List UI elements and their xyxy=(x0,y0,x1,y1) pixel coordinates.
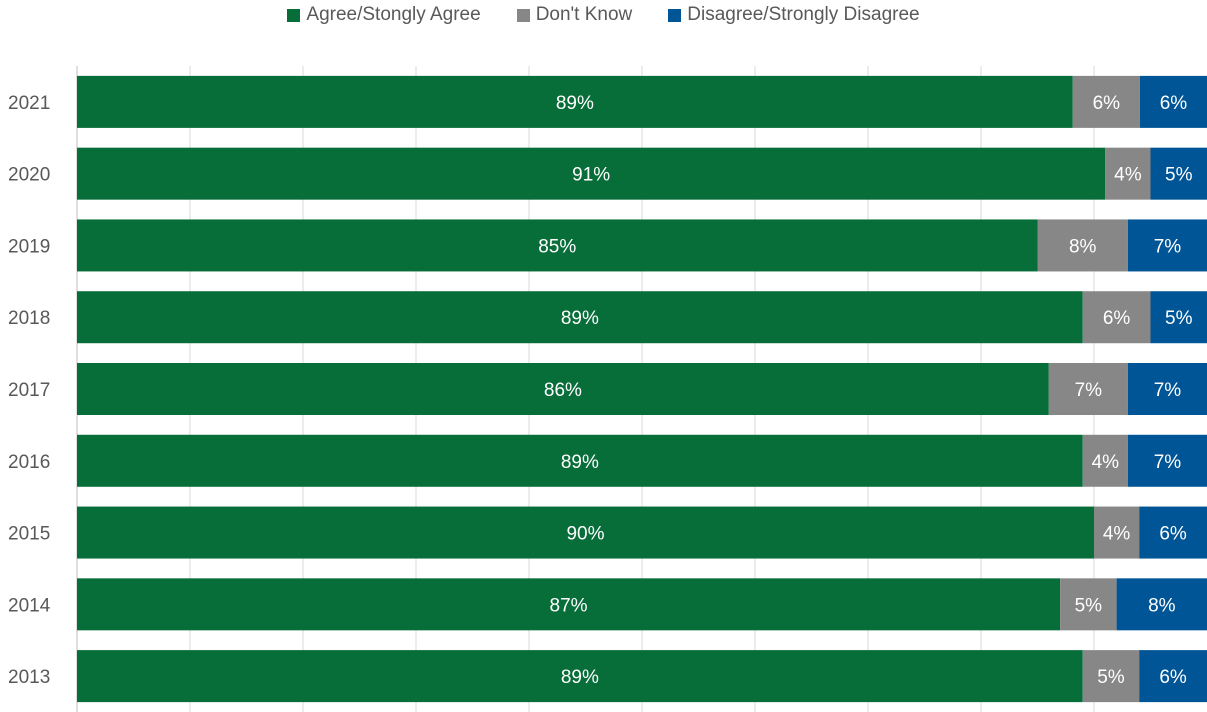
data-label: 7% xyxy=(1075,380,1103,401)
bar-segment xyxy=(77,434,1083,487)
bar-segment xyxy=(1127,363,1207,415)
data-label: 6% xyxy=(1093,93,1121,114)
category-label: 2016 xyxy=(8,452,50,473)
data-label: 89% xyxy=(561,452,599,473)
data-label: 86% xyxy=(544,380,582,401)
legend-swatch-dont-know xyxy=(516,8,530,22)
category-label: 2014 xyxy=(8,595,51,616)
bar-segment xyxy=(1048,363,1128,415)
data-label: 91% xyxy=(572,165,610,186)
bar-segment xyxy=(1037,219,1128,272)
category-label: 2017 xyxy=(8,380,50,401)
data-label: 6% xyxy=(1159,667,1187,688)
legend-item-agree: Agree/Stongly Agree xyxy=(287,4,481,26)
bar-segment xyxy=(77,650,1083,703)
bar-segment xyxy=(1105,147,1151,200)
bar-segment xyxy=(77,147,1106,200)
bar-segment xyxy=(1150,147,1207,200)
bar-segment xyxy=(1094,506,1140,559)
data-label: 4% xyxy=(1092,452,1120,473)
bar-segment xyxy=(77,291,1083,344)
data-label: 89% xyxy=(561,308,599,329)
bar-segment xyxy=(77,578,1061,631)
data-label: 6% xyxy=(1103,308,1131,329)
data-label: 7% xyxy=(1154,236,1182,257)
bar-segment xyxy=(1139,650,1207,703)
data-label: 90% xyxy=(566,524,604,545)
data-label: 6% xyxy=(1159,524,1187,545)
data-label: 85% xyxy=(538,236,576,257)
data-label: 6% xyxy=(1160,93,1188,114)
data-label: 89% xyxy=(561,667,599,688)
legend-label-dont-know: Don't Know xyxy=(535,4,633,25)
category-label: 2021 xyxy=(8,93,50,114)
bar-segment xyxy=(1127,219,1207,272)
data-label: 8% xyxy=(1148,595,1176,616)
bar-segment xyxy=(77,363,1049,415)
legend-label-disagree: Disagree/Strongly Disagree xyxy=(687,4,920,25)
bar-segment xyxy=(1150,291,1207,344)
category-label: 2013 xyxy=(8,667,50,688)
legend-item-disagree: Disagree/Strongly Disagree xyxy=(668,4,920,26)
bar-segment xyxy=(77,75,1073,128)
bar-segment xyxy=(1072,75,1140,128)
data-label: 87% xyxy=(550,595,588,616)
bar-segment xyxy=(77,219,1038,272)
bar-segment xyxy=(1082,291,1151,344)
data-label: 89% xyxy=(556,93,594,114)
data-label: 5% xyxy=(1165,308,1193,329)
data-label: 7% xyxy=(1154,380,1182,401)
data-label: 4% xyxy=(1103,524,1131,545)
bar-segment xyxy=(1139,75,1207,128)
data-label: 5% xyxy=(1075,595,1103,616)
data-label: 5% xyxy=(1097,667,1125,688)
category-label: 2018 xyxy=(8,308,50,329)
bar-segment xyxy=(1127,434,1207,487)
legend-swatch-disagree xyxy=(668,8,682,22)
bar-segment xyxy=(1139,506,1207,559)
category-label: 2015 xyxy=(8,524,50,545)
legend: Agree/Stongly Agree Don't Know Disagree/… xyxy=(0,4,1207,26)
category-label: 2020 xyxy=(8,165,50,186)
legend-label-agree: Agree/Stongly Agree xyxy=(306,4,481,25)
data-label: 5% xyxy=(1165,165,1193,186)
category-label: 2019 xyxy=(8,236,50,257)
legend-swatch-agree xyxy=(287,8,301,22)
bar-segment xyxy=(77,506,1094,559)
bar-segment xyxy=(1116,578,1207,631)
data-label: 4% xyxy=(1114,165,1142,186)
data-label: 8% xyxy=(1069,236,1097,257)
bar-segment xyxy=(1060,578,1117,631)
bar-segment xyxy=(1082,650,1140,703)
data-label: 7% xyxy=(1154,452,1182,473)
legend-item-dont-know: Don't Know xyxy=(516,4,633,26)
bar-segment xyxy=(1082,434,1128,487)
